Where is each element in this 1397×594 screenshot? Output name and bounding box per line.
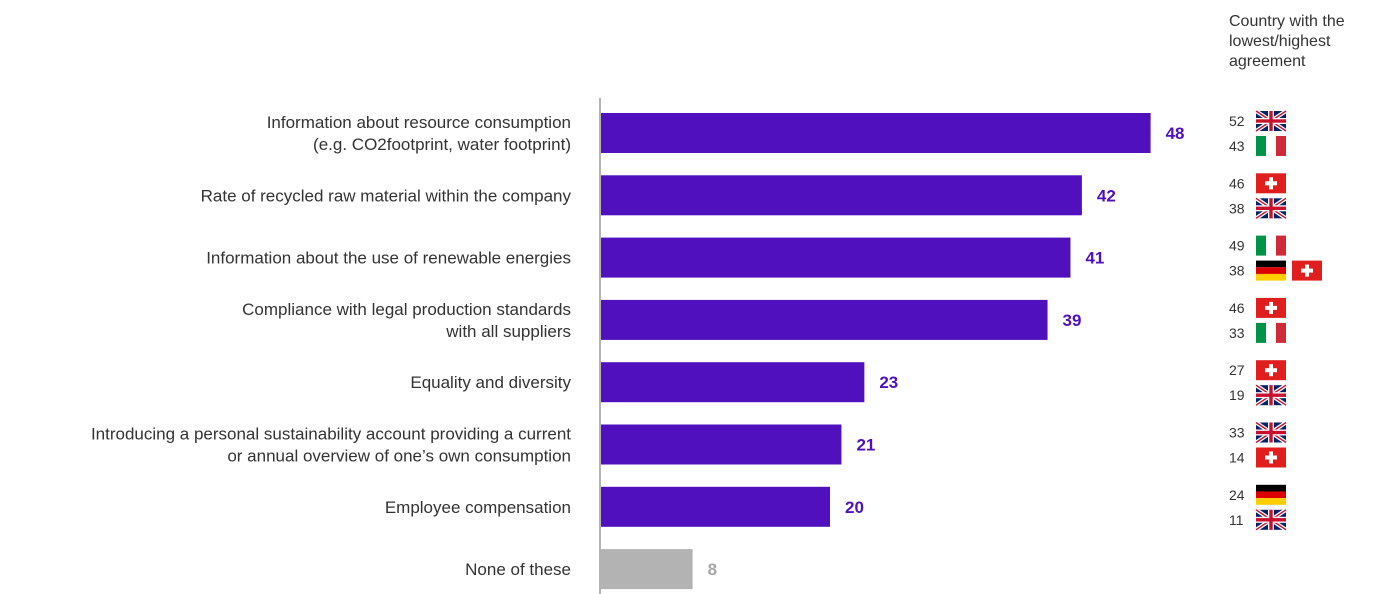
value-label: 41 (1085, 249, 1104, 268)
country-low-value: 33 (1229, 325, 1245, 341)
bar (601, 237, 1071, 278)
value-label: 42 (1097, 186, 1116, 205)
category-label: Equality and diversity (410, 373, 571, 392)
category-label: with all suppliers (445, 322, 571, 341)
bar (601, 175, 1082, 216)
italy-flag-icon (1256, 235, 1286, 256)
germany-flag-icon (1256, 484, 1286, 505)
value-label: 39 (1063, 311, 1082, 330)
legend-title-line: Country with the (1229, 13, 1345, 30)
country-high-value: 33 (1229, 425, 1245, 441)
category-label: None of these (465, 560, 571, 579)
country-low-value: 43 (1229, 138, 1245, 154)
country-low-value: 19 (1229, 387, 1245, 403)
legend-title-line: agreement (1229, 53, 1306, 70)
category-label: Information about resource consumption (267, 113, 571, 132)
uk-flag-icon (1254, 383, 1288, 407)
uk-flag-icon (1254, 508, 1288, 532)
country-low-value: 38 (1229, 263, 1245, 279)
switzerland-flag-icon (1256, 447, 1286, 468)
value-label: 48 (1166, 124, 1185, 143)
country-high-value: 49 (1229, 238, 1245, 254)
switzerland-flag-icon (1256, 360, 1286, 381)
category-label: or annual overview of one’s own consumpt… (227, 447, 571, 466)
bar (601, 113, 1151, 153)
bar (601, 362, 865, 403)
italy-flag-icon (1256, 322, 1286, 343)
value-label: 23 (879, 373, 898, 392)
country-low-value: 38 (1229, 200, 1245, 216)
bar (601, 424, 842, 465)
country-low-value: 11 (1229, 512, 1244, 528)
bar (601, 299, 1048, 340)
category-label: Rate of recycled raw material within the… (201, 186, 572, 205)
switzerland-flag-icon (1256, 173, 1286, 194)
legend-title: Country with the lowest/highest agreemen… (1229, 12, 1397, 72)
category-label: Introducing a personal sustainability ac… (91, 425, 571, 444)
uk-flag-icon (1254, 109, 1288, 133)
uk-flag-icon (1254, 196, 1288, 220)
country-high-value: 27 (1229, 362, 1245, 378)
switzerland-flag-icon (1292, 260, 1322, 281)
value-label: 21 (856, 436, 875, 455)
bar (601, 549, 693, 590)
value-label: 20 (845, 498, 864, 517)
italy-flag-icon (1256, 136, 1286, 156)
germany-flag-icon (1256, 260, 1286, 281)
category-label: Employee compensation (385, 498, 571, 517)
country-low-value: 14 (1229, 450, 1245, 466)
country-high-value: 46 (1229, 300, 1245, 316)
category-label: (e.g. CO2footprint, water footprint) (313, 135, 571, 154)
category-label: Information about the use of renewable e… (206, 249, 571, 268)
country-high-value: 46 (1229, 175, 1245, 191)
country-high-value: 52 (1229, 113, 1245, 129)
switzerland-flag-icon (1256, 297, 1286, 318)
bar (601, 486, 830, 527)
country-high-value: 24 (1229, 487, 1245, 503)
legend-title-line: lowest/highest (1229, 33, 1331, 50)
uk-flag-icon (1254, 420, 1288, 445)
value-label: 8 (708, 560, 717, 579)
category-label: Compliance with legal production standar… (242, 300, 571, 319)
